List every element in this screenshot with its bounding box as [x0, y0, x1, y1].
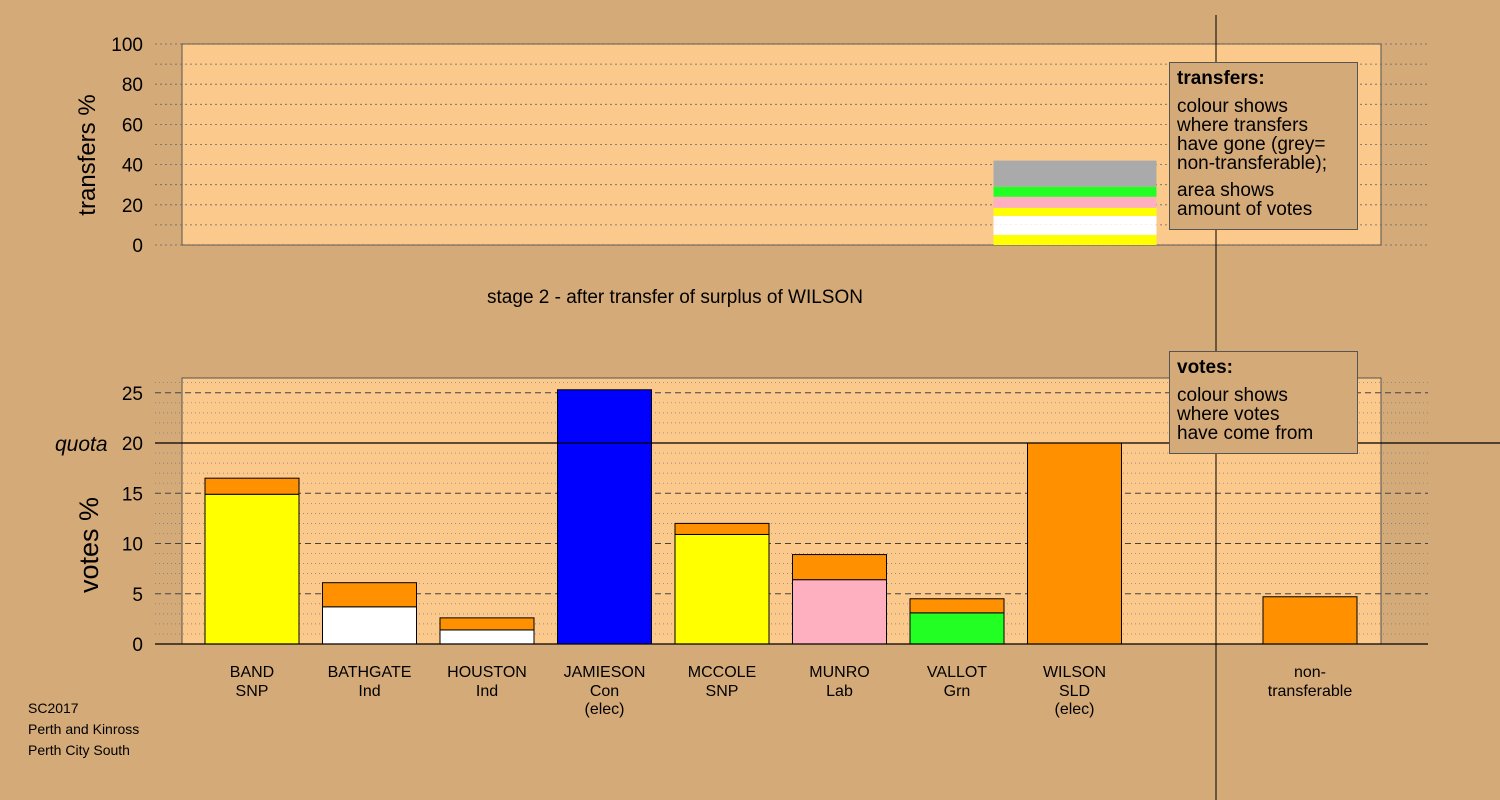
candidate-party-label: Lab — [826, 683, 853, 700]
vote-bar-munro-lab — [792, 579, 887, 645]
candidate-party-label: SLD — [1059, 683, 1090, 700]
vote-bar-vallot-grn — [909, 612, 1005, 645]
vote-bar-bathgate-ind — [322, 606, 417, 645]
candidate-party-label: SNP — [236, 683, 269, 700]
candidate-name-label: BATHGATE — [328, 664, 412, 681]
transfers-tick-label: 40 — [122, 156, 143, 177]
transfer-segment-non-transferable — [993, 160, 1157, 187]
vote-bar-munro-sld — [792, 554, 887, 581]
footer-ward: Perth City South — [28, 742, 130, 758]
transfers-legend-line: colour shows — [1177, 96, 1288, 117]
votes-legend: votes: colour shows where votes have com… — [1169, 351, 1358, 454]
transfers-tick-label: 100 — [111, 35, 143, 56]
vote-bar-band-sld — [204, 477, 300, 495]
transfer-segment-mccole — [993, 207, 1157, 216]
candidate-elected-label: (elec) — [584, 701, 624, 718]
transfers-legend-line: area shows — [1177, 180, 1275, 201]
vote-bar-bathgate-sld — [322, 582, 417, 608]
transfers-axis-label: transfers % — [74, 94, 101, 215]
candidate-name-label: HOUSTON — [447, 664, 527, 681]
vote-bar-mccole-snp — [674, 533, 770, 645]
candidate-party-label: Grn — [944, 683, 971, 700]
candidate-name-label: MCCOLE — [688, 664, 756, 681]
vote-bar-jamieson-con — [557, 389, 652, 645]
candidate-name-label: VALLOT — [927, 664, 987, 681]
transfer-segment-vallot — [993, 186, 1157, 197]
footer-council: Perth and Kinross — [28, 721, 140, 737]
transfers-tick-label: 0 — [132, 236, 143, 257]
transfers-legend-line: non-transferable); — [1177, 153, 1327, 174]
vote-bar-mccole-sld — [674, 522, 770, 535]
votes-tick-label: 25 — [122, 384, 143, 405]
transfer-segment-munro — [993, 196, 1157, 208]
transfer-segment-bathgate — [993, 224, 1157, 235]
footer-election: SC2017 — [28, 700, 79, 716]
transfers-tick-label: 20 — [122, 196, 143, 217]
transfers-tick-label: 80 — [122, 75, 143, 96]
candidate-party-label: Con — [590, 683, 619, 700]
transfers-tick-label: 60 — [122, 115, 143, 136]
transfers-legend-line: where transfers — [1177, 115, 1308, 136]
transfers-legend-title: transfers: — [1177, 68, 1265, 89]
votes-tick-label: 0 — [132, 635, 143, 656]
votes-legend-title: votes: — [1177, 357, 1233, 378]
votes-legend-line: colour shows — [1177, 385, 1288, 406]
vote-bar-houston-sld — [439, 617, 535, 631]
votes-tick-label: 5 — [132, 585, 143, 606]
vote-bar-houston-ind — [439, 629, 535, 645]
votes-axis-label: votes % — [74, 497, 104, 593]
candidate-party-label: Ind — [476, 683, 498, 700]
candidate-name-label: JAMIESON — [564, 664, 646, 681]
candidate-elected-label: (elec) — [1054, 701, 1094, 718]
transfers-legend: transfers: colour shows where transfers … — [1169, 62, 1358, 230]
candidate-name-label: BAND — [230, 664, 274, 681]
footer-caption: SC2017 Perth and Kinross Perth City Sout… — [28, 698, 139, 761]
vote-bar-non-transferable — [1262, 596, 1358, 645]
transfer-segment-houston — [993, 215, 1157, 225]
quota-label: quota — [55, 433, 108, 456]
vote-bar-vallot-sld — [909, 598, 1005, 614]
vote-bar-band-snp — [204, 493, 300, 645]
transfers-legend-line: amount of votes — [1177, 199, 1313, 220]
votes-tick-label: 15 — [122, 484, 143, 505]
vote-bar-wilson-sld — [1027, 442, 1122, 645]
stage-caption: stage 2 - after transfer of surplus of W… — [487, 287, 863, 308]
non-transferable-label: transferable — [1268, 683, 1353, 700]
candidate-party-label: Ind — [358, 683, 380, 700]
votes-tick-label: 10 — [122, 535, 143, 556]
transfer-segment-band — [993, 234, 1157, 245]
candidate-name-label: MUNRO — [809, 664, 869, 681]
votes-legend-line: have come from — [1177, 423, 1314, 444]
candidate-name-label: WILSON — [1043, 664, 1106, 681]
non-transferable-label: non- — [1294, 664, 1326, 681]
transfers-legend-line: have gone (grey= — [1177, 134, 1326, 155]
candidate-party-label: SNP — [706, 683, 739, 700]
votes-legend-line: where votes — [1177, 404, 1280, 425]
votes-tick-label: 20 — [122, 434, 143, 455]
